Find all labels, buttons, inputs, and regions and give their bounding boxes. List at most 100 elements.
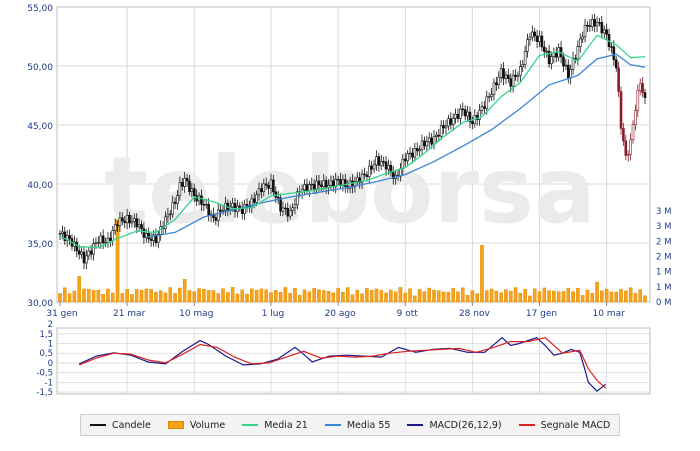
volume-bar	[508, 291, 513, 303]
volume-bar	[475, 293, 479, 303]
candle-body	[296, 191, 299, 205]
price-y-axis: 55,00 50,00 45,00 40,00 35,00 30,00	[27, 4, 53, 309]
candle-body	[188, 180, 191, 192]
legend-item-segnale-macd: Segnale MACD	[518, 419, 611, 431]
volume-tick-label: 1 M	[656, 268, 671, 278]
candle-body	[276, 196, 280, 199]
volume-bar	[264, 289, 268, 303]
candle-body	[471, 121, 474, 124]
candle-body	[65, 235, 69, 241]
volume-y-axis: 3 M 3 M 2 M 2 M 1 M 1 M 0 M	[656, 207, 671, 308]
candle-body	[636, 89, 640, 111]
candle-body	[272, 179, 275, 193]
volume-bar	[432, 289, 436, 303]
candle-body	[581, 36, 584, 40]
candle-body	[566, 64, 570, 79]
candle-body	[358, 177, 361, 184]
candle-body	[504, 74, 508, 79]
volume-bar	[67, 293, 72, 303]
candle-body	[449, 118, 453, 125]
candle-body	[432, 136, 436, 145]
macd-line	[78, 336, 607, 392]
candle-body	[185, 178, 189, 182]
candle-body	[466, 111, 469, 117]
volume-bar	[499, 292, 503, 303]
volume-bar	[532, 288, 537, 303]
volume-bar	[226, 292, 230, 303]
x-tick-label: 10 mar	[592, 309, 625, 319]
volume-bar	[513, 287, 518, 303]
volume-bar	[206, 290, 211, 303]
volume-tick-label: 1 M	[656, 283, 671, 293]
candle-body	[317, 180, 321, 186]
candle-body	[104, 242, 107, 244]
candle-body	[219, 209, 222, 212]
candle-body	[593, 19, 596, 27]
candle-body	[68, 235, 71, 239]
volume-bar	[638, 289, 643, 303]
volume-bar	[365, 288, 369, 303]
legend-label: Segnale MACD	[540, 419, 611, 431]
x-tick-label: 31 gen	[46, 309, 77, 319]
volume-bar	[293, 288, 297, 303]
volume-bar	[72, 290, 77, 303]
candles	[58, 13, 647, 270]
candle-body	[629, 139, 632, 155]
candle-body	[463, 109, 467, 117]
candle-body	[233, 202, 237, 212]
candle-body	[262, 183, 266, 192]
legend-label: Media 55	[346, 419, 391, 431]
volume-bar	[240, 289, 245, 303]
candle-body	[363, 173, 366, 176]
volume-bar	[125, 289, 129, 303]
legend-item-candele: Candele	[90, 420, 151, 431]
candle-body	[180, 182, 184, 187]
volume-bar	[417, 289, 422, 303]
candle-body	[487, 96, 491, 98]
candle-body	[305, 184, 309, 192]
candle-body	[379, 161, 383, 166]
x-tick-label: 28 nov	[459, 309, 491, 319]
candle-body	[303, 184, 306, 191]
volume-bar	[595, 281, 599, 303]
candle-body	[492, 82, 496, 95]
candle-body	[401, 158, 405, 169]
candle-body	[200, 195, 203, 205]
candle-body	[425, 141, 429, 147]
macd-panel: 21,510,50-0,5-1-1,5	[36, 320, 651, 398]
candle-body	[106, 237, 110, 243]
candle-body	[142, 228, 146, 238]
candle-body	[121, 217, 124, 222]
candle-body	[99, 235, 103, 243]
volume-bar	[91, 289, 96, 303]
legend-item-media21: Media 21	[242, 420, 308, 431]
candle-body	[499, 68, 503, 78]
candle-body	[336, 178, 340, 181]
candle-body	[413, 148, 417, 158]
volume-bar	[202, 289, 206, 303]
candle-body	[207, 203, 210, 216]
candle-body	[600, 22, 604, 34]
macd-tick-label: 0	[48, 359, 53, 369]
candle-body	[408, 152, 412, 155]
candle-body	[497, 76, 501, 86]
volume-bar	[221, 288, 225, 303]
volume-bar	[82, 288, 86, 303]
candle-body	[576, 46, 580, 60]
volume-bar	[528, 295, 532, 303]
volume-bar	[456, 291, 460, 303]
volume-bar	[139, 289, 144, 303]
volume-bar	[77, 276, 81, 303]
candle-body	[80, 251, 83, 255]
candle-body	[288, 209, 292, 217]
candle-body	[231, 202, 234, 208]
legend-item-media55: Media 55	[324, 419, 391, 431]
volume-bar	[254, 289, 259, 303]
candle-body	[123, 220, 127, 224]
candle-body	[341, 179, 345, 186]
price-tick-label: 40,00	[27, 181, 53, 191]
macd-tick-label: 1,5	[39, 330, 53, 340]
price-tick-label: 55,00	[27, 4, 53, 14]
candle-body	[279, 197, 282, 212]
